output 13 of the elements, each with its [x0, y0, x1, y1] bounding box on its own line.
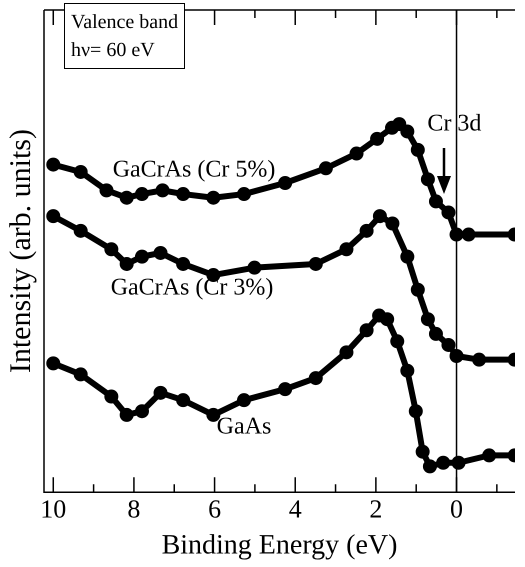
- x-tick-label: 6: [208, 494, 222, 524]
- series-label: GaCrAs (Cr 5%): [112, 156, 276, 182]
- x-tick-label: 10: [40, 494, 66, 524]
- x-tick-label: 0: [450, 494, 464, 524]
- x-tick-label: 2: [369, 494, 382, 524]
- text: Valence band: [71, 10, 178, 35]
- x-axis-title: Binding Energy (eV): [162, 530, 398, 561]
- x-tick-label: 8: [127, 494, 140, 524]
- annotation: Cr 3d: [427, 110, 482, 136]
- text: hν= 60 eV: [71, 38, 156, 63]
- x-tick-label: 4: [288, 494, 302, 524]
- series-label: GaAs: [216, 413, 272, 440]
- y-axis-title: Intensity (arb. units): [4, 129, 37, 374]
